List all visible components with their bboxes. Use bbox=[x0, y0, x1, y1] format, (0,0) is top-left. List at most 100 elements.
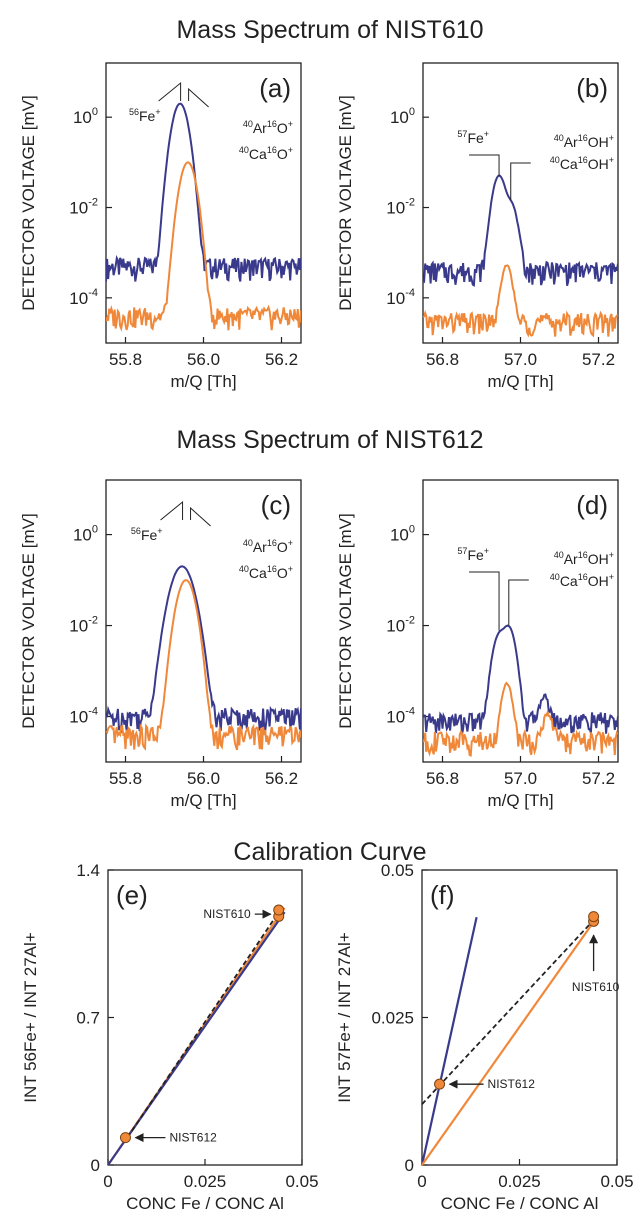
x-tick-label: 56.0 bbox=[187, 769, 220, 788]
panel-label: (b) bbox=[576, 73, 608, 103]
y-tick-label: 10-2 bbox=[386, 197, 415, 218]
peak-annotations: 57Fe+ 40Ar16OH+ 40Ca16OH+ bbox=[457, 546, 614, 631]
annotation-fe: 56Fe+ bbox=[129, 107, 161, 124]
panel-d: (d) 56.8 57.0 57.2 100 10-2 10-4 m/Q [Th] DETECT… bbox=[336, 479, 619, 810]
callout-oxide bbox=[188, 87, 209, 108]
y-tick-label: 10-2 bbox=[386, 615, 415, 636]
annotation-fe: 56Fe+ bbox=[131, 526, 163, 543]
annotation-ca-oxide: 40Ca16OH+ bbox=[550, 155, 614, 172]
data-point bbox=[119, 1132, 131, 1144]
y-tick-label: 10-4 bbox=[386, 287, 415, 308]
x-axis-label: m/Q [Th] bbox=[487, 372, 553, 391]
x-tick-label: 56.0 bbox=[187, 350, 220, 369]
data-point bbox=[434, 1078, 446, 1090]
y-tick-label: 10-4 bbox=[69, 706, 98, 727]
data-point bbox=[588, 911, 600, 923]
series-line-orange bbox=[106, 579, 301, 751]
series-line-blue bbox=[106, 565, 301, 734]
x-tick-label: 57.2 bbox=[582, 769, 615, 788]
panel-b: (b) 56.8 57.0 57.2 100 10-2 10-4 m/Q [Th] DETECT… bbox=[336, 62, 619, 391]
peak-annotations: 57Fe+ 40Ar16OH+ 40Ca16OH+ bbox=[457, 129, 614, 200]
y-tick-label: 0.025 bbox=[371, 1009, 414, 1028]
y-tick-label: 10-4 bbox=[386, 706, 415, 727]
callout-oxide bbox=[190, 506, 211, 527]
plot-frame bbox=[421, 869, 618, 1166]
y-tick-label: 10-2 bbox=[69, 197, 98, 218]
panel-label: (c) bbox=[261, 490, 291, 520]
data-point bbox=[273, 904, 285, 916]
callout-fe bbox=[469, 571, 500, 631]
annotation-ar-oxide: 40Ar16OH+ bbox=[554, 550, 614, 567]
x-tick-label: 0 bbox=[103, 1172, 112, 1191]
x-axis-label: CONC Fe / CONC Al bbox=[126, 1194, 284, 1213]
fit-line-black bbox=[421, 919, 595, 1105]
x-tick-label: 57.0 bbox=[504, 769, 537, 788]
callout-oxide bbox=[508, 579, 529, 626]
y-tick-label: 100 bbox=[390, 524, 415, 545]
x-tick-label: 56.8 bbox=[426, 769, 459, 788]
x-tick-label: 57.2 bbox=[582, 350, 615, 369]
x-tick-label: 57.0 bbox=[504, 350, 537, 369]
x-axis-label: m/Q [Th] bbox=[487, 791, 553, 810]
y-axis-label: INT 56Fe+ / INT 27Al+ bbox=[21, 932, 40, 1102]
panel-a: (a) 55.8 56.0 56.2 100 10-2 10-4 m/Q [Th] DETECT… bbox=[19, 62, 302, 391]
annotation-nist610: NIST610 bbox=[572, 980, 620, 994]
fit-line-orange bbox=[421, 921, 595, 1166]
panel-label: (f) bbox=[430, 880, 455, 910]
y-tick-label: 100 bbox=[73, 524, 98, 545]
y-tick-label: 0 bbox=[91, 1156, 100, 1175]
y-tick-label: 1.4 bbox=[76, 861, 100, 880]
panel-label: (d) bbox=[576, 490, 608, 520]
series-line-orange bbox=[423, 264, 618, 338]
plot-frame bbox=[422, 62, 619, 344]
y-tick-label: 0.7 bbox=[76, 1009, 100, 1028]
series-line-orange bbox=[423, 681, 618, 758]
callout-oxide bbox=[510, 162, 531, 200]
annotation-ar-oxide: 40Ar16O+ bbox=[243, 538, 293, 555]
x-tick-label: 0.05 bbox=[600, 1172, 633, 1191]
series-line-blue bbox=[423, 624, 618, 735]
x-tick-label: 55.8 bbox=[109, 769, 142, 788]
x-axis-label: m/Q [Th] bbox=[170, 791, 236, 810]
x-tick-label: 0.025 bbox=[184, 1172, 227, 1191]
annotation-ca-oxide: 40Ca16O+ bbox=[239, 564, 293, 581]
y-tick-label: 100 bbox=[390, 106, 415, 127]
series-line-blue bbox=[423, 174, 618, 287]
y-axis-label: DETECTOR VOLTAGE [mV] bbox=[19, 95, 38, 310]
callout-fe bbox=[469, 154, 500, 177]
section-title-3: Calibration Curve bbox=[233, 838, 426, 866]
annotation-fe: 57Fe+ bbox=[457, 546, 489, 563]
y-tick-label: 0.05 bbox=[381, 861, 414, 880]
x-axis-label: m/Q [Th] bbox=[170, 372, 236, 391]
annotation-nist612: NIST612 bbox=[488, 1077, 536, 1091]
fit-line-blue bbox=[420, 916, 478, 1166]
x-tick-label: 0.05 bbox=[285, 1172, 318, 1191]
annotation-nist610: NIST610 bbox=[203, 907, 251, 921]
y-tick-label: 100 bbox=[73, 106, 98, 127]
x-tick-label: 56.8 bbox=[426, 350, 459, 369]
callout-fe bbox=[158, 81, 182, 102]
x-tick-label: 0.025 bbox=[498, 1172, 541, 1191]
y-tick-label: 10-2 bbox=[69, 615, 98, 636]
x-tick-label: 56.2 bbox=[265, 769, 298, 788]
sample-annotations: NIST610 NIST612 bbox=[134, 907, 272, 1145]
plot-frame bbox=[105, 62, 302, 344]
fit-line-black bbox=[126, 911, 280, 1139]
x-tick-label: 56.2 bbox=[265, 350, 298, 369]
series-line-orange bbox=[106, 161, 301, 332]
x-tick-label: 55.8 bbox=[109, 350, 142, 369]
annotation-ar-oxide: 40Ar16OH+ bbox=[554, 133, 614, 150]
peak-annotations: 56Fe+ 40Ar16O+ 40Ca16O+ bbox=[129, 81, 293, 162]
section-title-2: Mass Spectrum of NIST612 bbox=[176, 426, 483, 454]
y-tick-label: 10-4 bbox=[69, 287, 98, 308]
annotation-fe: 57Fe+ bbox=[457, 129, 489, 146]
annotation-ar-oxide: 40Ar16O+ bbox=[243, 119, 293, 136]
y-axis-label: INT 57Fe+ / INT 27Al+ bbox=[335, 932, 354, 1102]
panel-label: (e) bbox=[116, 880, 148, 910]
panel-c: (c) 55.8 56.0 56.2 100 10-2 10-4 m/Q [Th] DETECT… bbox=[19, 479, 302, 810]
y-axis-label: DETECTOR VOLTAGE [mV] bbox=[19, 513, 38, 728]
peak-annotations: 56Fe+ 40Ar16O+ 40Ca16O+ bbox=[131, 500, 293, 581]
callout-fe bbox=[160, 500, 184, 521]
panel-e: (e) 0 0.025 0.05 0 0.7 1.4 CONC Fe / CONC Al INT… bbox=[21, 861, 319, 1213]
